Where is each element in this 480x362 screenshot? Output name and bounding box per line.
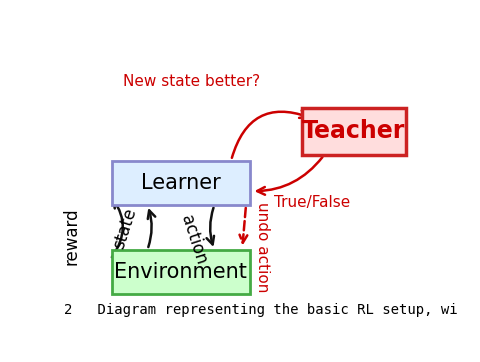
Text: action: action (178, 213, 210, 267)
FancyBboxPatch shape (112, 250, 250, 294)
Text: state: state (110, 206, 140, 252)
Text: Environment: Environment (114, 262, 247, 282)
Text: True/False: True/False (274, 195, 350, 210)
Text: reward: reward (62, 207, 80, 265)
FancyArrowPatch shape (240, 208, 247, 243)
Text: New state better?: New state better? (123, 73, 261, 89)
Text: 2   Diagram representing the basic RL setup, wi: 2 Diagram representing the basic RL setu… (64, 303, 457, 317)
FancyBboxPatch shape (302, 108, 406, 155)
Text: Learner: Learner (141, 173, 221, 193)
Text: undo action: undo action (255, 202, 270, 292)
Text: Teacher: Teacher (302, 119, 406, 143)
FancyBboxPatch shape (112, 160, 250, 205)
